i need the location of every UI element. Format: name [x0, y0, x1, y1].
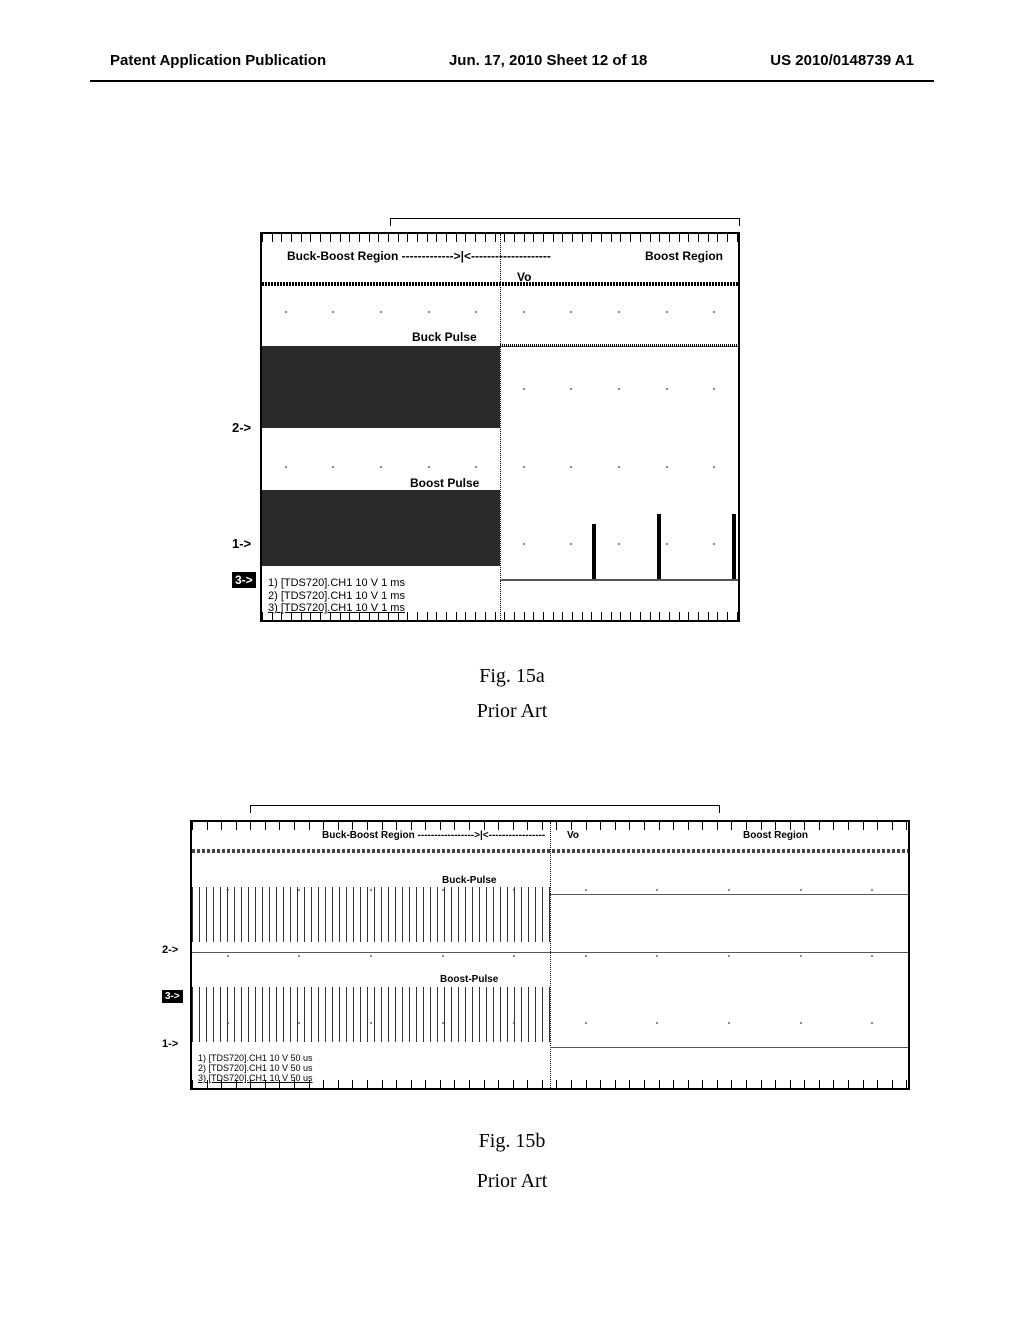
trace-vo-b [192, 849, 908, 853]
boost-spike-3 [732, 514, 736, 579]
bracket-top-a [390, 218, 740, 226]
boost-spike-1 [592, 524, 596, 579]
header-right: US 2010/0148739 A1 [770, 52, 914, 69]
label-vo-b: Vo [567, 830, 579, 841]
boost-flat-right-b [550, 1047, 908, 1048]
trace-vo-a [262, 282, 738, 286]
marker-ch1-b: 1-> [162, 1038, 178, 1050]
center-vertical-b [550, 822, 551, 1088]
boost-comb-b [192, 987, 550, 1042]
header-center: Jun. 17, 2010 Sheet 12 of 18 [449, 52, 647, 69]
legend-line3-a: 3) [TDS720].CH1 10 V 1 ms [268, 602, 405, 615]
label-buck-boost-region-b: Buck-Boost Region ----------------->|<--… [322, 830, 545, 841]
label-boost-pulse-a: Boost Pulse [410, 476, 479, 490]
header-rule [90, 80, 934, 82]
legend-line2-a: 2) [TDS720].CH1 10 V 1 ms [268, 590, 405, 603]
page-header: Patent Application Publication Jun. 17, … [0, 52, 1024, 69]
buck-noise-right-a [500, 344, 738, 347]
boost-spike-2 [657, 514, 661, 579]
boost-fill-a [262, 490, 500, 566]
marker-ch3-b: 3-> [162, 990, 183, 1003]
marker-ch3-a: 3-> [232, 572, 256, 588]
caption-fig15b: Fig. 15b [0, 1130, 1024, 1153]
buck-flat-right-b [550, 894, 908, 895]
header-left: Patent Application Publication [110, 52, 326, 69]
boost-baseline-right-a [500, 579, 738, 581]
buck-comb-b [192, 887, 550, 942]
center-vertical [500, 234, 501, 620]
caption-fig15a-sub: Prior Art [0, 700, 1024, 723]
label-boost-region-b: Boost Region [743, 830, 808, 841]
label-buck-pulse-b: Buck-Pulse [442, 875, 496, 886]
label-buck-boost-region-a: Buck-Boost Region ------------->|<------… [287, 249, 551, 263]
marker-ch2-a: 2-> [232, 420, 251, 435]
caption-fig15b-sub: Prior Art [0, 1170, 1024, 1193]
scope-fig-15a: Buck-Boost Region ------------->|<------… [260, 232, 740, 622]
buck-fill-a [262, 346, 500, 428]
caption-fig15a: Fig. 15a [0, 665, 1024, 688]
legend-b: 1) [TDS720].CH1 10 V 50 us 2) [TDS720].C… [198, 1054, 313, 1084]
legend-a: 1) [TDS720].CH1 10 V 1 ms 2) [TDS720].CH… [268, 577, 405, 615]
legend-line3-b: 3) [TDS720].CH1 10 V 50 us [198, 1074, 313, 1084]
label-boost-region-a: Boost Region [645, 249, 723, 263]
label-boost-pulse-b: Boost-Pulse [440, 974, 498, 985]
legend-line1-a: 1) [TDS720].CH1 10 V 1 ms [268, 577, 405, 590]
marker-ch2-b: 2-> [162, 944, 178, 956]
marker-ch1-a: 1-> [232, 536, 251, 551]
scope-fig-15b: Buck-Boost Region ----------------->|<--… [190, 820, 910, 1090]
label-buck-pulse-a: Buck Pulse [412, 330, 477, 344]
bracket-top-b [250, 805, 720, 813]
ch2-baseline-b [192, 952, 908, 953]
